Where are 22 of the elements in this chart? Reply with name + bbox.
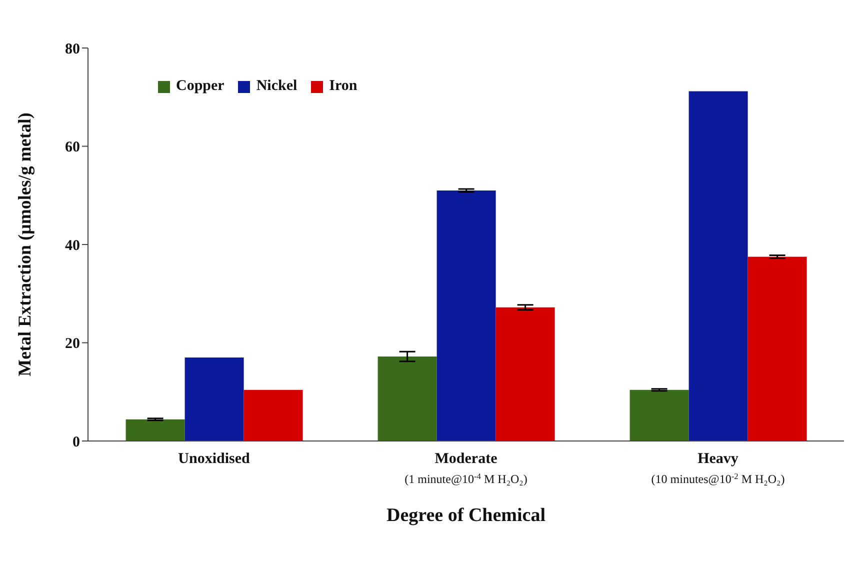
y-axis-title: Metal Extraction (µmoles/g metal) [14, 112, 34, 376]
bar [630, 390, 689, 441]
bar [126, 419, 185, 441]
y-tick-label: 0 [72, 434, 80, 450]
legend-label: Nickel [255, 78, 298, 95]
x-axis-title: Degree of Chemical [386, 505, 546, 526]
bar [688, 91, 748, 441]
x-tick-label: Unoxidised [178, 451, 250, 467]
legend-label: Iron [328, 78, 358, 95]
bar [748, 256, 807, 441]
bar [436, 190, 496, 441]
y-tick-label: 40 [65, 238, 80, 254]
bar [184, 357, 244, 441]
y-tick-label: 60 [65, 140, 80, 156]
x-tick-label: Moderate (1 minute@10$^{-4}$ M H₂O₂) [404, 451, 528, 486]
y-tick-label: 20 [65, 336, 80, 352]
bar [244, 390, 303, 441]
legend-label: Copper [175, 78, 224, 95]
bar [378, 356, 437, 441]
bar [496, 307, 555, 441]
x-tick-label: Heavy (10 minutes@10$^{-2}$ M H₂O₂) [651, 451, 785, 486]
y-tick-label: 80 [65, 41, 80, 58]
